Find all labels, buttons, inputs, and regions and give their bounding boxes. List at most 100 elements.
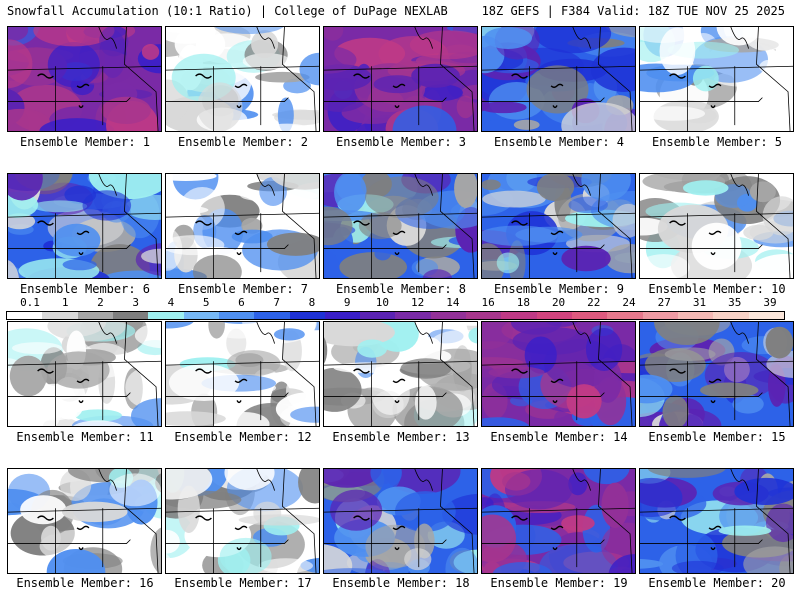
- member-map-panel: [165, 173, 320, 279]
- state-border-line: [166, 65, 319, 71]
- member-label: Ensemble Member: 15: [648, 430, 786, 444]
- state-border-line: [640, 507, 793, 513]
- snowfall-field: [640, 27, 793, 131]
- snowfall-field: [166, 27, 319, 131]
- lake-outline: [550, 83, 564, 89]
- member-label: Ensemble Member: 8: [335, 282, 467, 296]
- member-label: Ensemble Member: 20: [648, 576, 786, 590]
- lake-outline: [353, 515, 370, 521]
- lake-outline: [511, 515, 528, 521]
- colorbar-segment: [501, 312, 537, 319]
- state-border-line: [166, 97, 289, 102]
- state-border-line: [324, 244, 447, 249]
- member-map-panel: [7, 321, 162, 427]
- member-map-panel: [165, 26, 320, 132]
- state-border-line: [324, 392, 447, 397]
- lake-outline: [552, 105, 558, 109]
- colorbar-tick-label: 22: [587, 296, 601, 309]
- lake-outline: [78, 252, 84, 256]
- state-border-line: [756, 322, 791, 426]
- state-border-line: [324, 539, 447, 544]
- member-label: Ensemble Member: 18: [332, 576, 470, 590]
- state-border-line: [282, 174, 317, 278]
- lake-outline: [552, 252, 558, 256]
- colorbar-tick-label: 14: [446, 296, 460, 309]
- lake-outline: [392, 230, 406, 236]
- snowfall-field: [8, 27, 161, 131]
- snowfall-field: [324, 27, 477, 131]
- colorbar-tick-label: 6: [238, 296, 245, 309]
- state-border-line: [8, 65, 161, 71]
- snowfall-field: [640, 174, 793, 278]
- member-label: Ensemble Member: 2: [177, 135, 309, 149]
- member-map-panel: [639, 468, 794, 574]
- state-border-line: [8, 539, 131, 544]
- snowfall-field: [166, 174, 319, 278]
- snowfall-field: [8, 174, 161, 278]
- state-border-line: [640, 392, 763, 397]
- state-border-line: [482, 97, 605, 102]
- state-border-line: [124, 27, 159, 131]
- colorbar-segment: [183, 312, 219, 319]
- state-border-line: [640, 65, 793, 71]
- state-border-line: [640, 212, 793, 218]
- state-border-line: [640, 360, 793, 366]
- state-border-line: [598, 469, 633, 573]
- colorbar-segment: [324, 312, 361, 319]
- state-border-line: [166, 539, 289, 544]
- state-border-line: [640, 244, 763, 249]
- lake-outline: [394, 400, 400, 404]
- colorbar-segment: [713, 312, 749, 319]
- state-border-line: [756, 27, 791, 131]
- colorbar-tick-label: 2: [97, 296, 104, 309]
- lake-outline: [353, 368, 370, 374]
- lake-outline: [708, 83, 722, 89]
- snowfall-field: [166, 469, 319, 573]
- colorbar-tick-label: 16: [481, 296, 495, 309]
- lake-outline: [353, 73, 370, 79]
- colorbar-tick-label: 3: [132, 296, 140, 309]
- member-map-panel: [481, 26, 636, 132]
- colorbar-segment: [254, 312, 290, 319]
- colorbar-tick-label: 8: [308, 296, 316, 309]
- lake-outline: [710, 252, 716, 256]
- lake-outline: [236, 400, 242, 404]
- snowfall-field: [8, 469, 161, 573]
- member-map-panel: [481, 173, 636, 279]
- state-border-line: [572, 469, 591, 491]
- state-border-line: [482, 65, 635, 71]
- snowfall-field: [640, 322, 793, 426]
- lake-outline: [708, 525, 722, 531]
- lake-outline: [76, 83, 90, 89]
- state-border-line: [166, 507, 319, 513]
- member-label: Ensemble Member: 13: [332, 430, 470, 444]
- snowfall-field: [482, 322, 635, 426]
- snowfall-field: [482, 174, 635, 278]
- state-border-line: [256, 469, 275, 491]
- state-border-line: [414, 322, 433, 344]
- lake-outline: [234, 525, 248, 531]
- state-border-line: [756, 469, 791, 573]
- lake-outline: [37, 220, 54, 226]
- state-border-line: [324, 212, 477, 218]
- colorbar-tick-label: 10: [375, 296, 389, 309]
- state-border-line: [8, 360, 161, 366]
- colorbar-tick-label: 5: [202, 296, 210, 309]
- colorbar-segment: [536, 312, 572, 319]
- lake-outline: [394, 105, 400, 109]
- lake-outline: [37, 73, 54, 79]
- state-border-line: [572, 322, 591, 344]
- lake-outline: [511, 73, 528, 79]
- state-border-line: [324, 360, 477, 366]
- state-border-line: [482, 360, 635, 366]
- map-title: Snowfall Accumulation (10:1 Ratio) | Col…: [7, 4, 448, 18]
- lake-outline: [392, 83, 406, 89]
- state-border-line: [482, 212, 635, 218]
- state-border-line: [598, 322, 633, 426]
- state-border-line: [124, 322, 159, 426]
- colorbar-segment: [112, 312, 149, 319]
- state-border-line: [98, 469, 117, 491]
- lake-outline: [234, 230, 248, 236]
- colorbar-tick-label: 27: [657, 296, 671, 309]
- state-border-line: [98, 174, 117, 196]
